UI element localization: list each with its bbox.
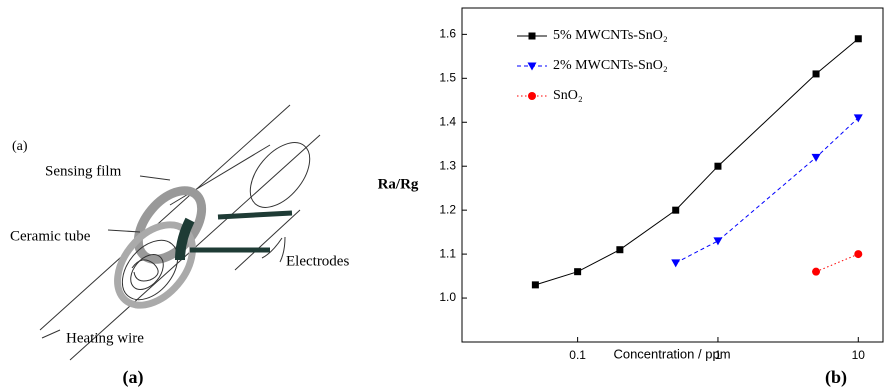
legend-label: SnO₂ [553, 88, 583, 103]
diagram-label: Sensing film [45, 163, 122, 179]
marker [714, 162, 722, 170]
diagram-label: Heating wire [66, 330, 144, 346]
marker [574, 268, 582, 276]
diagram-label: Ceramic tube [10, 228, 91, 244]
caption: (a) [123, 367, 144, 388]
series-line [675, 117, 859, 264]
marker [812, 70, 820, 78]
marker [713, 237, 723, 246]
marker [854, 35, 862, 43]
y-tick-label: 1.4 [439, 114, 456, 128]
legend-label: 5% MWCNTs-SnO₂ [553, 28, 668, 43]
y-tick-label: 1.5 [439, 70, 456, 84]
series-line [535, 38, 859, 286]
y-tick-label: 1.0 [439, 290, 456, 304]
marker [854, 250, 863, 259]
caption: (b) [825, 367, 847, 388]
y-axis-label: Ra/Rg [378, 176, 419, 192]
diagram-label: Electrodes [286, 253, 349, 269]
y-tick-label: 1.1 [439, 246, 456, 260]
marker [853, 114, 863, 123]
y-tick-label: 1.3 [439, 158, 456, 172]
marker [616, 246, 624, 254]
legend-label: 2% MWCNTs-SnO₂ [553, 58, 668, 73]
marker [811, 153, 821, 162]
series-line [815, 253, 859, 273]
legend-marker [528, 32, 536, 40]
legend-marker [528, 92, 536, 100]
x-tick-label: 1 [715, 348, 722, 362]
y-tick-label: 1.6 [439, 27, 456, 41]
panel-label: (a) [12, 139, 28, 154]
marker [531, 281, 539, 289]
x-tick-label: 0.1 [569, 348, 586, 362]
x-tick-label: 10 [852, 348, 866, 362]
plot-frame [461, 7, 884, 343]
x-axis-label: Concentration / ppm [613, 346, 730, 361]
marker [812, 267, 821, 276]
marker [672, 206, 680, 214]
y-tick-label: 1.2 [439, 202, 456, 216]
sensor-diagram [39, 104, 321, 361]
marker [671, 259, 681, 268]
legend-marker [527, 62, 537, 71]
